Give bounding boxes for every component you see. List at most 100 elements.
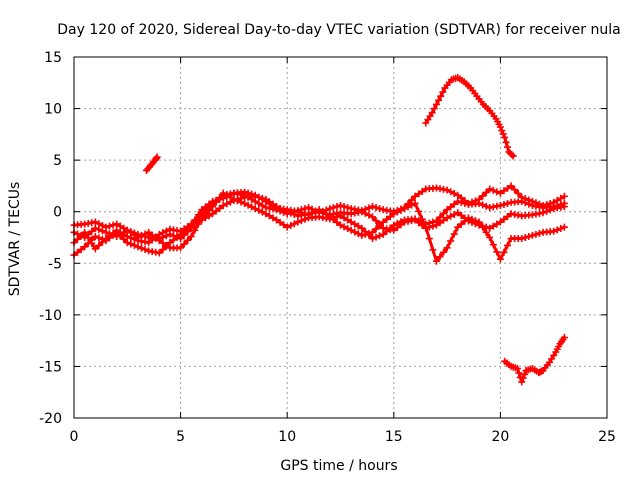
data-point <box>145 239 153 247</box>
data-point <box>153 153 161 161</box>
data-point <box>358 208 366 216</box>
data-point <box>340 203 348 211</box>
data-point <box>539 209 547 217</box>
data-point <box>248 203 256 211</box>
data-point <box>102 228 110 236</box>
data-point <box>180 225 188 233</box>
data-point <box>464 217 472 225</box>
data-point <box>209 197 217 205</box>
data-point <box>486 234 494 241</box>
data-point <box>365 211 373 219</box>
data-point <box>521 234 529 241</box>
data-point <box>212 196 220 204</box>
data-point <box>81 228 89 236</box>
data-point <box>440 248 448 256</box>
data-point <box>95 241 103 249</box>
data-point <box>88 227 96 235</box>
data-point <box>255 199 263 207</box>
data-point <box>230 196 238 204</box>
data-point <box>508 151 516 159</box>
data-point <box>269 214 277 222</box>
data-point <box>425 223 433 231</box>
data-point <box>216 204 224 212</box>
data-point <box>344 204 352 212</box>
series-track-d <box>70 192 568 253</box>
data-point <box>201 214 209 222</box>
data-point <box>408 201 416 209</box>
data-point <box>496 189 504 197</box>
data-point <box>429 246 437 254</box>
data-point <box>379 230 387 238</box>
data-point <box>486 185 494 193</box>
data-point <box>535 229 543 237</box>
data-point <box>273 203 281 211</box>
data-point <box>439 88 447 96</box>
data-point <box>560 203 568 211</box>
data-point <box>337 202 344 210</box>
data-point <box>376 232 384 240</box>
data-point <box>322 210 330 218</box>
data-point <box>383 215 391 223</box>
data-point <box>504 241 512 249</box>
data-point <box>212 207 220 215</box>
data-point <box>443 186 451 194</box>
data-point <box>198 206 206 214</box>
data-point <box>319 209 327 217</box>
data-point <box>461 199 469 207</box>
data-point <box>290 210 298 218</box>
data-point <box>411 192 419 200</box>
y-tick-label: 10 <box>44 102 62 118</box>
data-point <box>372 233 380 241</box>
data-point <box>134 243 142 251</box>
data-point <box>454 209 462 217</box>
data-point <box>509 152 517 160</box>
data-point <box>194 217 202 225</box>
data-point <box>489 186 497 194</box>
data-point <box>258 194 266 202</box>
data-point <box>454 223 462 231</box>
data-point <box>354 230 362 238</box>
data-point <box>223 200 231 208</box>
data-point <box>315 208 323 216</box>
data-point <box>95 234 103 242</box>
data-point <box>262 195 270 203</box>
data-point <box>528 231 536 239</box>
data-point <box>479 192 487 200</box>
data-point <box>443 206 451 214</box>
data-point <box>468 218 476 226</box>
data-point <box>155 249 163 257</box>
x-axis-label: GPS time / hours <box>280 458 397 474</box>
data-point <box>244 201 252 209</box>
data-point <box>498 127 506 135</box>
data-point <box>347 218 355 226</box>
data-point <box>184 236 192 244</box>
data-point <box>365 229 373 237</box>
data-point <box>447 203 455 211</box>
data-point <box>109 229 117 237</box>
data-point <box>513 364 521 372</box>
data-point <box>344 225 352 233</box>
data-series <box>70 74 568 386</box>
plot-frame <box>73 56 608 419</box>
data-point <box>493 188 501 196</box>
data-point <box>489 222 497 230</box>
data-point <box>265 212 273 220</box>
data-point <box>280 221 288 229</box>
data-point <box>436 219 444 227</box>
data-point <box>226 198 234 206</box>
data-point <box>251 205 259 213</box>
series-high-arc-17-21h <box>422 74 517 160</box>
data-point <box>493 248 501 256</box>
data-point <box>354 222 362 230</box>
data-point <box>519 374 527 382</box>
data-point <box>106 232 114 240</box>
y-tick-label: -15 <box>39 359 62 375</box>
data-point <box>493 220 501 228</box>
data-point <box>432 221 440 229</box>
data-point <box>91 224 99 232</box>
data-point <box>376 205 384 213</box>
data-point <box>436 253 444 261</box>
data-point <box>390 210 398 218</box>
data-point <box>201 203 209 211</box>
data-point <box>489 241 497 249</box>
